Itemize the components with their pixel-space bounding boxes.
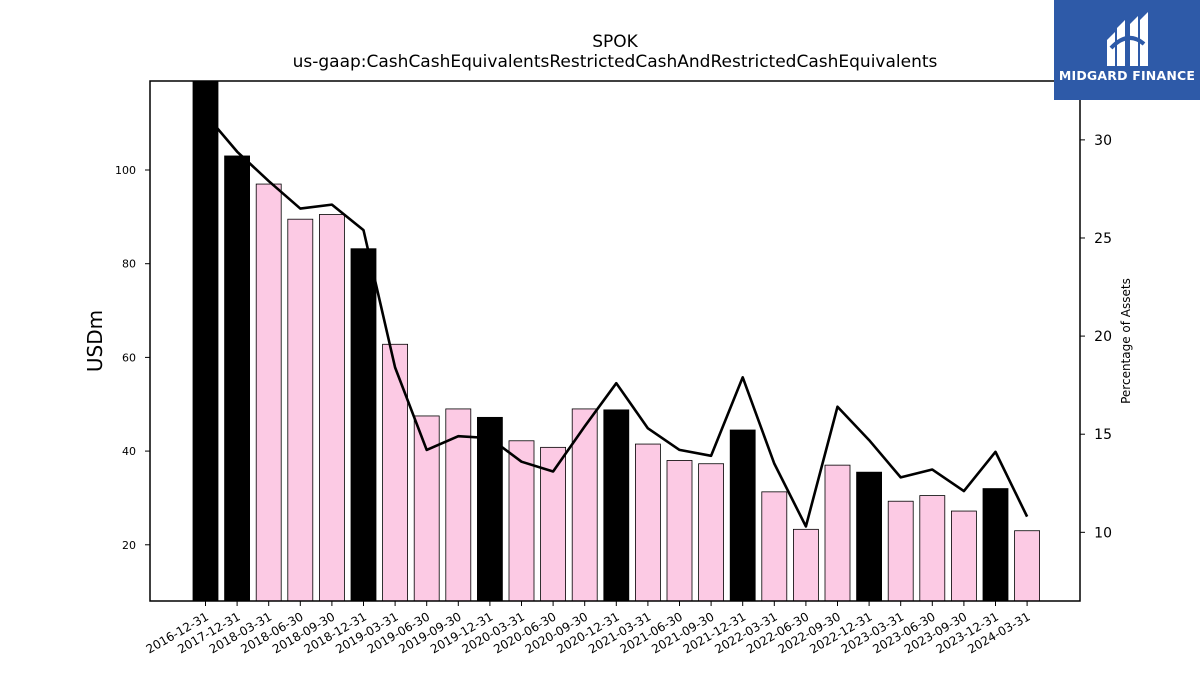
plot-frame [149, 80, 1081, 602]
bar [318, 214, 345, 602]
bar [1014, 530, 1040, 602]
chart-title: SPOK [592, 32, 638, 52]
y-tick-label: 60 [122, 351, 136, 364]
y2-tick-label: 15 [1094, 427, 1112, 443]
bar [824, 464, 851, 602]
logo-text: MIDGARD FINANCE [1058, 68, 1196, 83]
y-tick-label: 80 [122, 258, 136, 271]
y2-axis-label: Percentage of Assets [1119, 278, 1133, 404]
bar [224, 155, 251, 602]
bar [255, 183, 282, 602]
chart-subtitle: us-gaap:CashCashEquivalentsRestrictedCas… [292, 52, 938, 72]
bar [413, 415, 440, 602]
y-tick-label: 40 [122, 445, 136, 458]
midgard-finance-logo: MIDGARD FINANCE [1054, 0, 1200, 100]
bar [951, 510, 977, 602]
y-tick-label: 100 [115, 164, 136, 177]
y2-tick-label: 10 [1094, 525, 1112, 541]
bar [793, 528, 819, 602]
y2-tick-label: 30 [1094, 133, 1112, 149]
bar [192, 80, 219, 602]
logo-mark-icon [1107, 12, 1148, 66]
bar [287, 218, 314, 602]
percentage-line [204, 113, 1029, 528]
bar [476, 416, 503, 602]
bar [508, 440, 535, 602]
bar [919, 495, 946, 602]
bar [761, 491, 788, 602]
y-axis-label: USDm [83, 310, 107, 372]
bar [698, 463, 724, 602]
bar [382, 343, 409, 602]
y2-tick-label: 25 [1094, 231, 1112, 247]
bar [350, 248, 377, 602]
y-tick-label: 20 [122, 539, 136, 552]
bar [856, 471, 882, 602]
bar [603, 409, 630, 602]
bar [729, 429, 756, 602]
bar [982, 488, 1009, 602]
bar [571, 408, 598, 602]
y2-tick-label: 20 [1094, 329, 1112, 345]
bar [887, 500, 914, 602]
bar [540, 446, 566, 602]
bar [635, 443, 661, 602]
bar [666, 460, 693, 602]
